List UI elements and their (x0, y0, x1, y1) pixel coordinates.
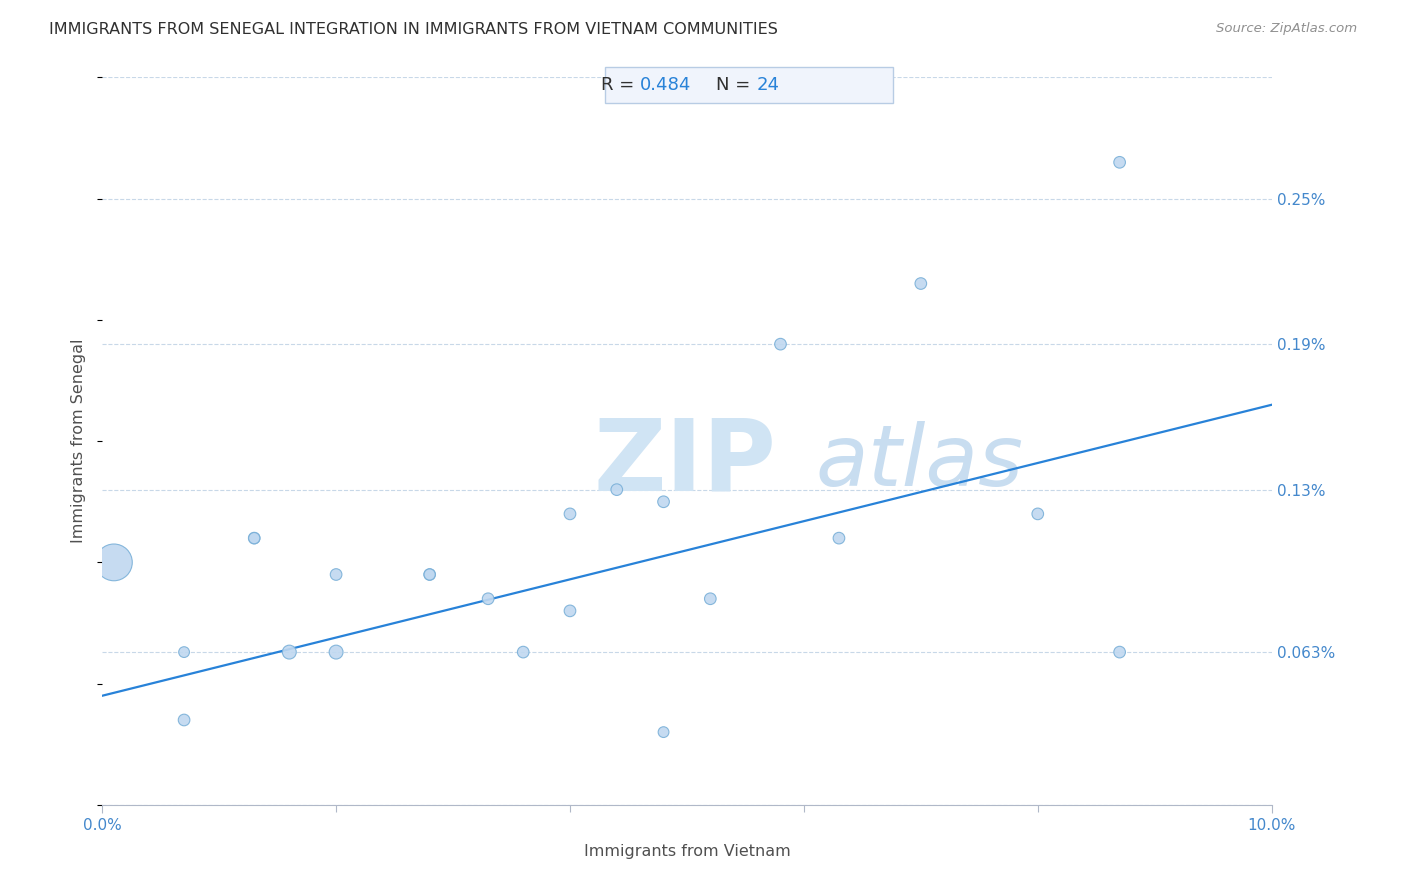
Text: Source: ZipAtlas.com: Source: ZipAtlas.com (1216, 22, 1357, 36)
Text: N =: N = (717, 76, 756, 94)
Text: atlas: atlas (815, 421, 1024, 505)
Text: 24: 24 (756, 76, 779, 94)
Point (606, 483, 628, 497)
Point (419, 567, 441, 582)
Point (325, 567, 347, 582)
Point (910, 277, 932, 291)
Point (1108, 645, 1130, 659)
Point (1026, 507, 1049, 521)
Point (652, 495, 675, 509)
Point (173, 713, 195, 727)
Point (325, 645, 347, 659)
Point (1108, 155, 1130, 169)
Text: R =: R = (600, 76, 640, 94)
X-axis label: Immigrants from Vietnam: Immigrants from Vietnam (583, 844, 790, 859)
Point (173, 645, 195, 659)
Point (419, 567, 441, 582)
Y-axis label: Immigrants from Senegal: Immigrants from Senegal (72, 339, 86, 543)
Point (477, 591, 499, 606)
Point (278, 645, 301, 659)
Text: 0.484: 0.484 (640, 76, 692, 94)
Text: ZIP: ZIP (593, 415, 776, 511)
Point (558, 507, 581, 521)
Point (699, 591, 721, 606)
Text: IMMIGRANTS FROM SENEGAL INTEGRATION IN IMMIGRANTS FROM VIETNAM COMMUNITIES: IMMIGRANTS FROM SENEGAL INTEGRATION IN I… (49, 22, 778, 37)
Point (828, 531, 851, 545)
Point (652, 725, 675, 739)
Point (512, 645, 534, 659)
Point (558, 604, 581, 618)
Point (103, 555, 125, 569)
Point (243, 531, 266, 545)
Point (243, 531, 266, 545)
Point (769, 337, 792, 351)
